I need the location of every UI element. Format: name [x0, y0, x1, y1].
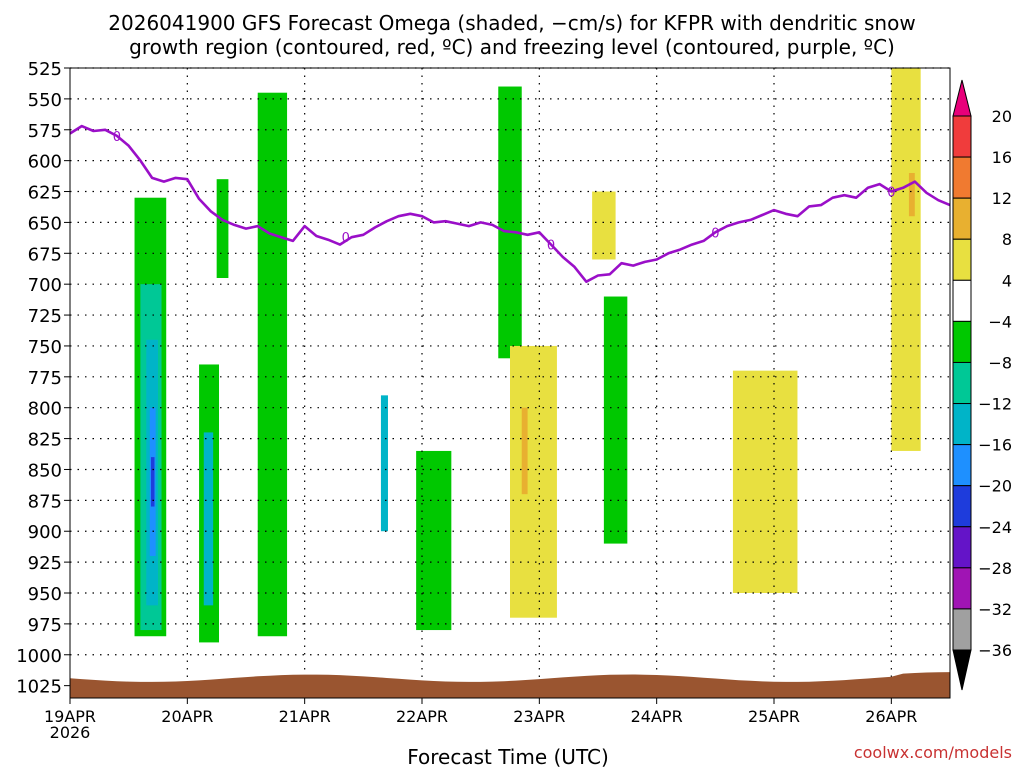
colorbar-label: −8	[988, 353, 1012, 372]
plot-area: 0 0 0 0 0	[69, 67, 951, 699]
y-tick-label: 525	[28, 59, 62, 80]
colorbar-box	[952, 444, 972, 487]
omega-region--12	[203, 432, 214, 606]
x-tick-label: 21APR	[279, 707, 331, 726]
colorbar-label: −4	[988, 312, 1012, 331]
y-tick-label: 950	[28, 584, 62, 605]
chart-title-line2: growth region (contoured, red, ºC) and f…	[129, 35, 895, 59]
x-tick-year: 2026	[50, 723, 91, 742]
colorbar-label: −36	[978, 641, 1012, 660]
y-tick-label: 1000	[16, 646, 62, 667]
colorbar-label: −20	[978, 477, 1012, 496]
colorbar-box	[952, 115, 972, 158]
omega-shading	[134, 68, 921, 643]
plot-frame	[69, 67, 951, 699]
colorbar-box	[952, 197, 972, 240]
colorbar-label: −32	[978, 600, 1012, 619]
x-tick-label: 22APR	[396, 707, 448, 726]
omega-region-4	[592, 191, 616, 260]
grid-lines	[70, 67, 950, 698]
y-tick-label: 800	[28, 399, 62, 420]
y-tick-label: 850	[28, 460, 62, 481]
colorbar-label: −24	[978, 518, 1012, 537]
x-tick-label: 23APR	[513, 707, 565, 726]
colorbar: 20 16 12 8 4 −4 −8 −12 −16 −20 −24 −28 −32 −36	[952, 79, 1012, 691]
omega-region--12	[380, 395, 388, 532]
omega-region--4	[498, 86, 522, 359]
omega-region-8	[521, 407, 528, 495]
y-tick-label: 625	[28, 183, 62, 204]
x-tick-label: 19APR	[44, 707, 96, 726]
y-tick-label: 875	[28, 491, 62, 512]
colorbar-label: −28	[978, 559, 1012, 578]
colorbar-label: 16	[992, 148, 1012, 167]
y-tick-label: 825	[28, 430, 62, 451]
omega-region-4	[732, 370, 798, 593]
y-tick-label: 775	[28, 368, 62, 389]
y-tick-label: 675	[28, 244, 62, 265]
colorbar-box	[952, 403, 972, 446]
colorbar-label: −12	[978, 395, 1012, 414]
colorbar-box	[952, 320, 972, 363]
colorbar-box	[952, 526, 972, 569]
colorbar-box	[952, 485, 972, 528]
freezing-level-label: 0	[342, 231, 350, 246]
x-tick-label: 20APR	[161, 707, 213, 726]
colorbar-box	[952, 361, 972, 405]
y-tick-label: 925	[28, 553, 62, 574]
colorbar-label: −16	[978, 436, 1012, 455]
freezing-level-label: 0	[887, 186, 895, 201]
colorbar-label: 20	[992, 107, 1012, 126]
y-tick-label: 550	[28, 90, 62, 111]
colorbar-box	[952, 279, 972, 322]
terrain-shape	[70, 672, 950, 698]
omega-region--20	[150, 457, 155, 507]
x-tick-label: 26APR	[865, 707, 917, 726]
colorbar-label: 4	[1002, 271, 1012, 290]
colorbar-top-arrow	[952, 79, 972, 117]
x-tick-label: 25APR	[748, 707, 800, 726]
freezing-level-label: 0	[113, 130, 121, 145]
y-tick-label: 900	[28, 522, 62, 543]
x-axis: 19APR 20APR 21APR 22APR 23APR 24APR 25APR 26APR…	[44, 698, 917, 742]
colorbar-box	[952, 608, 972, 651]
freezing-level-label: 0	[547, 239, 555, 254]
y-tick-label: 575	[28, 121, 62, 142]
colorbar-label: 8	[1002, 230, 1012, 249]
freezing-level-contour: 0 0 0 0 0	[69, 124, 951, 283]
y-tick-label: 725	[28, 306, 62, 327]
x-tick-label: 24APR	[631, 707, 683, 726]
omega-region--4	[257, 92, 288, 637]
colorbar-bottom-arrow	[952, 649, 972, 691]
y-axis: 525 550 575 600 625 650 675 700 725 750 775 800 825 8…	[16, 59, 70, 698]
omega-region-4	[510, 345, 557, 618]
colorbar-label: 12	[992, 189, 1012, 208]
watermark: coolwx.com/models	[854, 743, 1012, 762]
freezing-level-label: 0	[711, 226, 719, 241]
terrain-fill	[70, 672, 950, 698]
omega-region-4	[891, 68, 921, 451]
chart-title-line1: 2026041900 GFS Forecast Omega (shaded, −…	[108, 11, 915, 35]
freezing-level-line	[69, 124, 951, 283]
omega-region--4	[216, 179, 229, 278]
y-tick-label: 650	[28, 213, 62, 234]
y-tick-label: 600	[28, 152, 62, 173]
omega-region--4	[603, 296, 628, 544]
colorbar-box	[952, 567, 972, 610]
colorbar-box	[952, 156, 972, 199]
x-axis-label: Forecast Time (UTC)	[407, 745, 609, 768]
omega-region-8	[908, 173, 915, 217]
y-tick-label: 750	[28, 337, 62, 358]
y-tick-label: 975	[28, 615, 62, 636]
y-tick-label: 1025	[16, 677, 62, 698]
colorbar-box	[952, 238, 972, 281]
y-tick-label: 700	[28, 275, 62, 296]
